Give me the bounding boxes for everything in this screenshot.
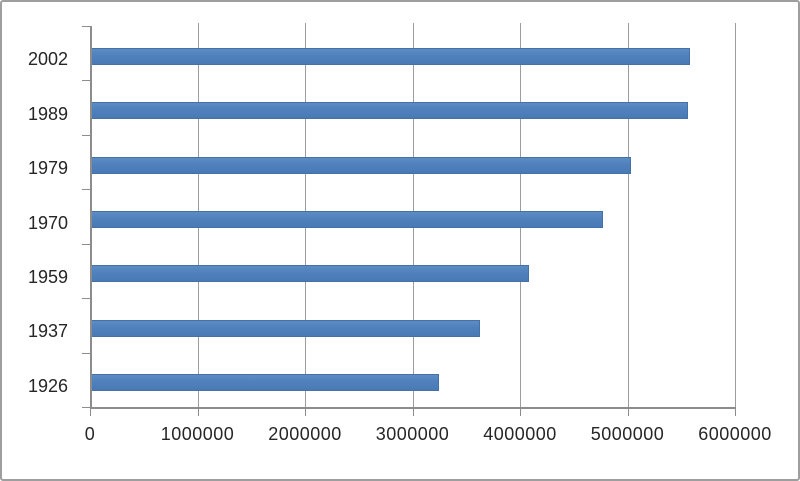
y-boundary-tick-5 [82, 298, 90, 299]
x-tick-label-1000000: 1000000 [160, 424, 235, 444]
bar-1926 [91, 374, 439, 391]
category-label-1959: 1959 [27, 267, 68, 287]
y-boundary-tick-1 [82, 80, 90, 81]
gridline-6000000 [735, 23, 736, 407]
bar-1959 [91, 265, 529, 282]
y-axis-line [90, 26, 92, 409]
bar-1970 [91, 211, 603, 228]
x-tick-2000000 [305, 409, 306, 416]
x-tick-3000000 [412, 409, 414, 416]
x-tick-label-5000000: 5000000 [590, 424, 665, 444]
category-label-1926: 1926 [27, 376, 68, 396]
y-boundary-tick-4 [82, 244, 90, 245]
x-axis-line [90, 407, 736, 409]
category-label-1937: 1937 [27, 321, 68, 341]
y-boundary-tick-3 [82, 189, 90, 190]
x-tick-4000000 [520, 409, 521, 416]
x-tick-1000000 [197, 409, 199, 416]
bar-1989 [91, 102, 688, 119]
x-tick-label-0: 0 [84, 424, 96, 444]
bar-2002 [91, 48, 690, 65]
bar-1937 [91, 320, 480, 337]
category-label-1979: 1979 [27, 158, 68, 178]
bar-1979 [91, 157, 631, 174]
category-label-1989: 1989 [27, 104, 68, 124]
x-tick-5000000 [627, 409, 629, 416]
x-tick-6000000 [735, 409, 736, 416]
category-label-1970: 1970 [27, 213, 68, 233]
y-boundary-tick-7 [82, 407, 90, 408]
y-boundary-tick-6 [82, 353, 90, 354]
x-tick-label-4000000: 4000000 [483, 424, 557, 444]
x-tick-label-6000000: 6000000 [698, 424, 772, 444]
y-boundary-tick-2 [82, 135, 90, 136]
x-tick-0 [90, 409, 91, 416]
y-boundary-tick-0 [82, 26, 90, 27]
x-tick-label-3000000: 3000000 [375, 424, 450, 444]
category-label-2002: 2002 [27, 49, 68, 69]
gridline-5000000 [627, 23, 629, 407]
x-tick-label-2000000: 2000000 [268, 424, 342, 444]
